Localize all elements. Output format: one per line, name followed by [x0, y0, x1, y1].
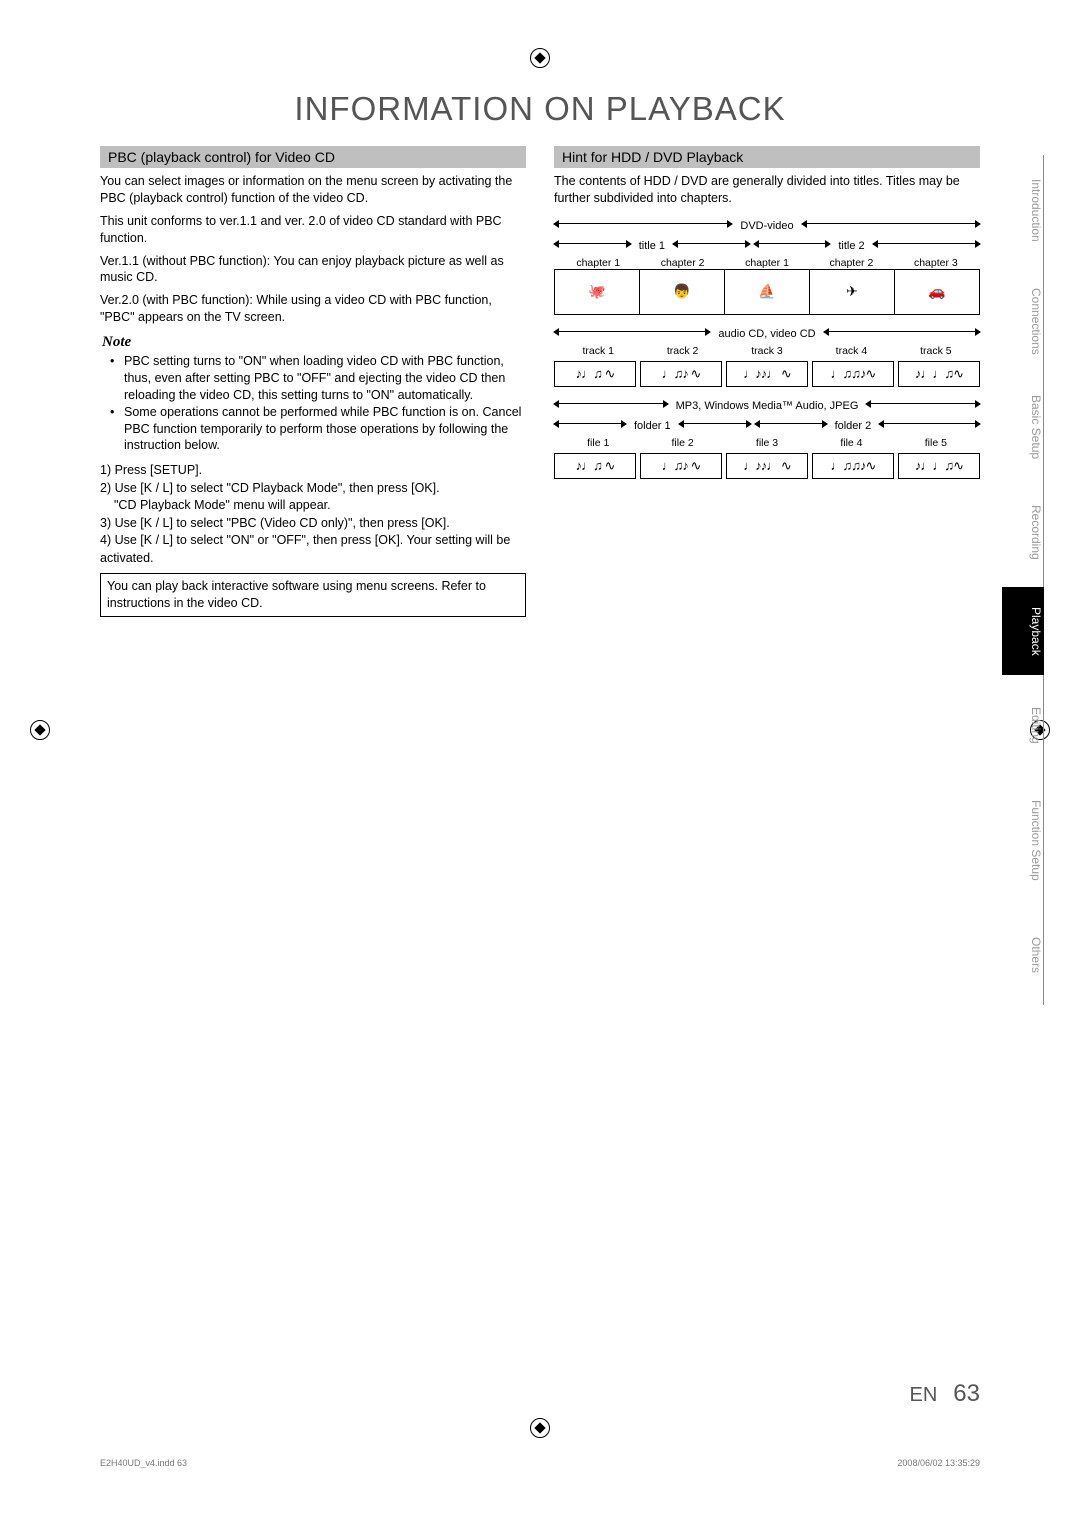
section-heading-pbc: PBC (playback control) for Video CD	[100, 146, 526, 168]
diagram-audiocd: audio CD, video CD track 1 track 2 track…	[554, 325, 980, 387]
note-label: Note	[102, 334, 526, 351]
wave-icon: ♪♩♫ ∿	[554, 453, 636, 479]
diag2-t5: track 5	[894, 345, 978, 357]
step-1: 1) Press [SETUP].	[100, 462, 526, 480]
thumbnail-icon: 🐙	[555, 270, 640, 314]
step-2: 2) Use [K / L] to select "CD Playback Mo…	[100, 480, 526, 498]
diag3-folder2: folder 2	[831, 420, 876, 432]
page-content: INFORMATION ON PLAYBACK PBC (playback co…	[100, 90, 980, 1408]
tab-function-setup[interactable]: Function Setup	[1002, 775, 1044, 905]
diag2-waves: ♪♩♫ ∿ ♩♫♪ ∿ ♩♪♪♩ ∿ ♩♫♫♪∿ ♪♩♩♫∿	[554, 361, 980, 387]
right-column: Hint for HDD / DVD Playback The contents…	[554, 146, 980, 617]
diag1-title2: title 2	[834, 240, 868, 252]
diag3-f3: file 3	[725, 437, 809, 449]
tab-editing[interactable]: Editing	[1002, 675, 1044, 775]
wave-icon: ♪♩♫ ∿	[554, 361, 636, 387]
step-4: 4) Use [K / L] to select "ON" or "OFF", …	[100, 532, 526, 567]
wave-icon: ♩♫♪ ∿	[640, 453, 722, 479]
tab-introduction[interactable]: Introduction	[1002, 155, 1044, 265]
diag1-ch5: chapter 3	[894, 257, 978, 269]
wave-icon: ♩♫♪ ∿	[640, 361, 722, 387]
thumbnail-icon: ✈	[810, 270, 895, 314]
wave-icon: ♪♩♩♫∿	[898, 361, 980, 387]
framed-note: You can play back interactive software u…	[100, 573, 526, 617]
wave-icon: ♩♪♪♩ ∿	[726, 361, 808, 387]
diag1-ch2: chapter 2	[640, 257, 724, 269]
step-2b: "CD Playback Mode" menu will appear.	[100, 497, 526, 515]
left-column: PBC (playback control) for Video CD You …	[100, 146, 526, 617]
diag3-f4: file 4	[809, 437, 893, 449]
footer-left: E2H40UD_v4.indd 63	[100, 1458, 187, 1468]
crop-mark-bottom	[530, 1418, 550, 1438]
steps-list: 1) Press [SETUP]. 2) Use [K / L] to sele…	[100, 462, 526, 567]
diagram-mp3: MP3, Windows Media™ Audio, JPEG folder 1…	[554, 397, 980, 479]
thumbnail-icon: ⛵	[725, 270, 810, 314]
note-box: PBC setting turns to "ON" when loading v…	[100, 353, 526, 454]
side-tabs: IntroductionConnectionsBasic SetupRecord…	[1002, 155, 1044, 1005]
diag2-t2: track 2	[640, 345, 724, 357]
tab-playback[interactable]: Playback	[1002, 587, 1044, 675]
section-heading-hint: Hint for HDD / DVD Playback	[554, 146, 980, 168]
page-lang: EN	[910, 1384, 938, 1406]
diag1-ch3: chapter 1	[725, 257, 809, 269]
pbc-paragraph-1: You can select images or information on …	[100, 173, 526, 207]
diag2-tracks: track 1 track 2 track 3 track 4 track 5	[554, 345, 980, 357]
hint-paragraph: The contents of HDD / DVD are generally …	[554, 173, 980, 207]
diag1-ch1: chapter 1	[556, 257, 640, 269]
diag3-f1: file 1	[556, 437, 640, 449]
diag1-ch4: chapter 2	[809, 257, 893, 269]
diag2-t3: track 3	[725, 345, 809, 357]
pbc-paragraph-4: Ver.2.0 (with PBC function): While using…	[100, 292, 526, 326]
diag3-waves: ♪♩♫ ∿ ♩♫♪ ∿ ♩♪♪♩ ∿ ♩♫♫♪∿ ♪♩♩♫∿	[554, 453, 980, 479]
thumbnail-icon: 👦	[640, 270, 725, 314]
tab-basic-setup[interactable]: Basic Setup	[1002, 377, 1044, 477]
note-bullet-2: Some operations cannot be performed whil…	[124, 404, 526, 455]
diag1-top: DVD-video	[736, 220, 797, 232]
wave-icon: ♪♩♩♫∿	[898, 453, 980, 479]
diag1-thumbnails: 🐙 👦 ⛵ ✈ 🚗	[554, 269, 980, 315]
wave-icon: ♩♫♫♪∿	[812, 361, 894, 387]
diag3-folder1: folder 1	[630, 420, 675, 432]
page-title: INFORMATION ON PLAYBACK	[100, 90, 980, 128]
pbc-paragraph-3: Ver.1.1 (without PBC function): You can …	[100, 253, 526, 287]
diag3-top: MP3, Windows Media™ Audio, JPEG	[672, 400, 863, 412]
note-bullet-1: PBC setting turns to "ON" when loading v…	[124, 353, 526, 404]
diag2-t1: track 1	[556, 345, 640, 357]
diag3-f5: file 5	[894, 437, 978, 449]
page-number: EN 63	[910, 1380, 981, 1408]
tab-connections[interactable]: Connections	[1002, 265, 1044, 377]
crop-mark-left	[30, 720, 50, 740]
wave-icon: ♩♪♪♩ ∿	[726, 453, 808, 479]
thumbnail-icon: 🚗	[895, 270, 979, 314]
diagram-dvd: DVD-video title 1 title 2 chapter 1 chap…	[554, 217, 980, 315]
footer-right: 2008/06/02 13:35:29	[897, 1458, 980, 1468]
step-3: 3) Use [K / L] to select "PBC (Video CD …	[100, 515, 526, 533]
crop-mark-top	[530, 48, 550, 68]
diag1-chapters: chapter 1 chapter 2 chapter 1 chapter 2 …	[554, 257, 980, 269]
tab-others[interactable]: Others	[1002, 905, 1044, 1005]
page-num-value: 63	[953, 1380, 980, 1407]
diag2-top: audio CD, video CD	[714, 328, 819, 340]
wave-icon: ♩♫♫♪∿	[812, 453, 894, 479]
diag3-files: file 1 file 2 file 3 file 4 file 5	[554, 437, 980, 449]
tab-recording[interactable]: Recording	[1002, 477, 1044, 587]
diag3-f2: file 2	[640, 437, 724, 449]
diag1-title1: title 1	[635, 240, 669, 252]
diag2-t4: track 4	[809, 345, 893, 357]
pbc-paragraph-2: This unit conforms to ver.1.1 and ver. 2…	[100, 213, 526, 247]
